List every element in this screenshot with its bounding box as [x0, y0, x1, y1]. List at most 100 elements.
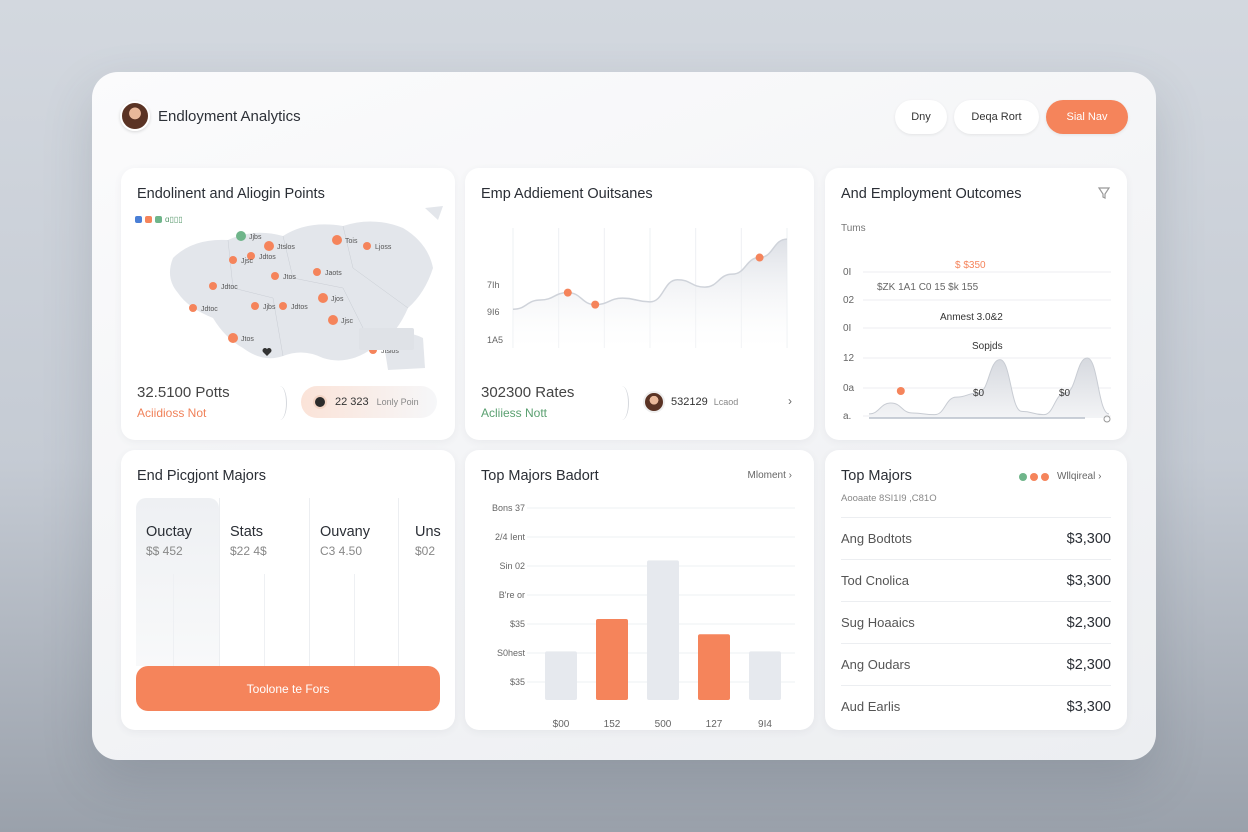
bar [698, 634, 730, 700]
top-majors-card: Top Majors Wllqireal › Aooaate 8SI1I9 ,C… [825, 450, 1127, 730]
data-point [563, 288, 572, 297]
map-marker [313, 268, 321, 276]
day-button[interactable]: Dny [895, 100, 947, 134]
page-title: Endloyment Analytics [158, 108, 301, 125]
y-tick-label: 0I [843, 323, 851, 334]
column-value: $02 [415, 544, 436, 558]
pill-number: 532129 [671, 396, 708, 408]
map-marker-label: Jtslos [381, 348, 399, 355]
bars-card-link[interactable]: Mloment › [747, 470, 792, 481]
bars-card: Bons 37 2/4 Ient Sin 02 B're or $35 S0hest $35… [465, 450, 814, 730]
map-card: Endolinent and Aliogin Points ɑ▯▯▯ Jjbs J… [121, 168, 455, 440]
map-marker [209, 282, 217, 290]
column-value: C3 4.50 [320, 544, 363, 558]
bars-card-title: Top Majors Badort [481, 468, 599, 484]
map-marker [271, 272, 279, 280]
row-value: $3,300 [1066, 698, 1111, 715]
chart-annotation: $0 [1059, 388, 1071, 399]
row-label: Tod Cnolica [841, 573, 909, 588]
major-column[interactable]: Stats $22 4$ [219, 498, 309, 666]
data-point [591, 300, 600, 309]
dot-orange [1030, 473, 1038, 481]
map-marker-label: Jtslos [277, 244, 295, 251]
y-tick-label: a. [843, 411, 851, 422]
trend-chart[interactable]: 7Ih 9I6 1A5 [465, 168, 814, 440]
y-tick-label: 9I6 [487, 307, 500, 317]
top-majors-title: Top Majors [841, 468, 912, 484]
list-item[interactable]: Sug Hoaaics $2,300 [841, 601, 1111, 643]
column-value: $$ 452 [146, 544, 183, 558]
majors-bar-chart[interactable]: Bons 37 2/4 Ient Sin 02 B're or $35 S0hest $35… [465, 450, 814, 730]
map-marker-label: Jdtos [259, 254, 276, 261]
data-point [755, 253, 764, 262]
trend-pill[interactable]: 532129 Lcaod [643, 388, 738, 416]
map-legend: ɑ▯▯▯ [135, 215, 183, 224]
map-marker [251, 302, 259, 310]
map-marker-label: Ljoss [375, 244, 392, 251]
map-stat: 32.5100 Potts [137, 384, 230, 401]
chart-annotation: $ $350 [955, 260, 986, 271]
heart-icon[interactable] [262, 348, 272, 356]
x-tick-label: 500 [655, 719, 672, 730]
chart-annotation: Sopjds [972, 341, 1003, 352]
y-tick-label: 02 [843, 295, 855, 306]
map-marker [332, 235, 342, 245]
map-marker-label: Jjsc [341, 318, 354, 325]
trend-stat-sub: Acliiess Nott [481, 406, 548, 420]
map-marker-label: Jjbs [249, 234, 262, 241]
y-tick-label: 1A5 [487, 335, 503, 345]
chart-annotation: Anmest 3.0&2 [940, 312, 1003, 323]
chevron-right-icon[interactable]: › [788, 394, 792, 408]
list-item[interactable]: Ang Bodtots $3,300 [841, 517, 1111, 559]
map-marker-label: Jjsc [241, 258, 254, 265]
avatar [643, 391, 665, 413]
map-marker-label: Jdtos [291, 304, 308, 311]
bar [596, 619, 628, 700]
major-column[interactable]: Uns $02 [398, 498, 441, 666]
outcomes-card-title: And Employment Outcomes [841, 186, 1022, 202]
map-marker [236, 231, 246, 241]
bar [749, 651, 781, 700]
map-marker [264, 241, 274, 251]
map-marker [279, 302, 287, 310]
report-button[interactable]: Deqa Rort [954, 100, 1039, 134]
top-majors-link[interactable]: Wllqireal › [1057, 471, 1102, 482]
filter-icon[interactable] [1097, 186, 1111, 203]
chart-annotation: $0 [973, 388, 985, 399]
divider [273, 386, 287, 420]
list-item[interactable]: Tod Cnolica $3,300 [841, 559, 1111, 601]
y-tick-label: 7Ih [487, 280, 500, 290]
outcomes-chart[interactable]: 0I 02 0I 12 0a a. $ $350 $ZK 1A1 C0 15 $k 155 A… [825, 168, 1127, 440]
y-tick-label: Sin 02 [499, 561, 525, 571]
row-value: $2,300 [1066, 656, 1111, 673]
column-label: Ouvany [320, 524, 370, 540]
legend-swatch-blue [135, 216, 142, 223]
x-tick-label: 152 [604, 719, 621, 730]
map-pill[interactable]: 22 323 Lonly Poin [301, 386, 437, 418]
map-marker-label: Jdtoc [201, 306, 218, 313]
top-majors-subtitle: Aooaate 8SI1I9 ,C81O [841, 493, 937, 504]
y-tick-label: 12 [843, 353, 855, 364]
map-stat-sub: Aciidioss Not [137, 406, 207, 420]
column-label: Uns [415, 524, 441, 540]
cta-button[interactable]: Toolone te Fors [136, 666, 440, 711]
y-tick-label: 0I [843, 267, 851, 278]
map-marker [328, 315, 338, 325]
map-marker-label: Jtos [283, 274, 296, 281]
column-label: Ouctay [146, 524, 192, 540]
avatar[interactable] [120, 101, 150, 131]
map-marker-label: Jdtoc [221, 284, 238, 291]
major-column[interactable]: Ouctay $$ 452 [136, 498, 219, 666]
list-item[interactable]: Aud Earlis $3,300 [841, 685, 1111, 727]
row-label: Aud Earlis [841, 699, 901, 714]
world-map[interactable]: Jjbs Jdtos Jjsc Jtslos Jdtoc Jtos Tois Jaots Ljo… [133, 198, 443, 378]
y-tick-label: S0hest [497, 648, 526, 658]
list-item[interactable]: Ang Oudars $2,300 [841, 643, 1111, 685]
major-column[interactable]: Ouvany C3 4.50 [309, 498, 398, 666]
header: Endloyment Analytics Dny Deqa Rort Sial … [120, 100, 1128, 136]
row-value: $3,300 [1066, 530, 1111, 547]
pill-text: Lcaod [713, 397, 739, 407]
primary-action-button[interactable]: Sial Nav [1046, 100, 1128, 134]
divider [615, 386, 629, 420]
map-card-title: Endolinent and Aliogin Points [137, 186, 325, 202]
